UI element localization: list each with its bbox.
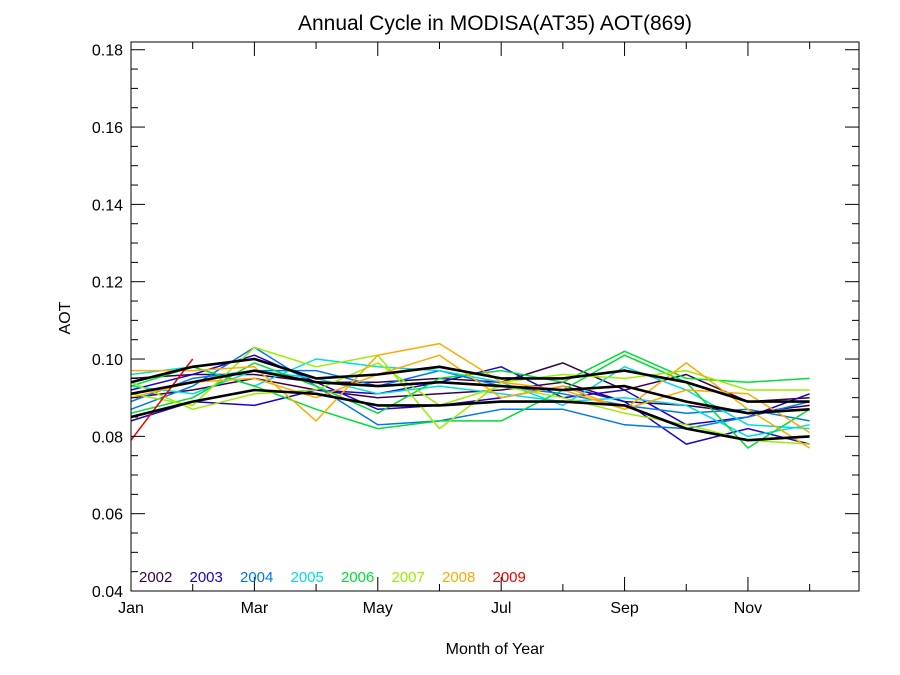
series-line-2003-3 <box>130 354 810 445</box>
legend: 2002 2003 2004 2005 2006 2007 2008 2009 <box>139 569 526 586</box>
series-line-2006-9 <box>130 350 810 414</box>
legend-entry-2002: 2002 <box>139 569 172 586</box>
chart-title: Annual Cycle in MODISA(AT35) AOT(869) <box>298 12 692 35</box>
series-line-2002-1 <box>130 377 810 414</box>
legend-entry-2007: 2007 <box>392 569 425 586</box>
y-tick-label: 0.16 <box>92 120 123 137</box>
legend-entry-2005: 2005 <box>291 569 324 586</box>
plot-frame <box>130 41 860 592</box>
series-line-2009-14 <box>130 358 194 441</box>
x-axis-label: Month of Year <box>446 641 545 658</box>
x-tick-label-jan: Jan <box>118 600 144 617</box>
legend-entry-2004: 2004 <box>240 569 273 586</box>
x-tick-label-jul: Jul <box>491 600 511 617</box>
series-line-2005-7 <box>130 369 810 438</box>
series-line-black-16 <box>130 369 810 415</box>
x-tick-label-sep: Sep <box>610 600 639 617</box>
series-line-black-17 <box>130 388 810 442</box>
x-tick-label-mar: Mar <box>241 600 269 617</box>
y-tick-label: 0.04 <box>92 584 123 601</box>
series-line-2007-10 <box>130 346 810 430</box>
legend-entry-2006: 2006 <box>341 569 374 586</box>
series-line-2008-13 <box>130 354 810 434</box>
series-line-2006-8 <box>130 354 810 449</box>
y-axis-label: AOT <box>57 301 74 334</box>
series-layer <box>130 342 810 449</box>
y-tick-label: 0.14 <box>92 197 123 214</box>
y-tick-label: 0.18 <box>92 43 123 60</box>
y-tick-label: 0.08 <box>92 429 123 446</box>
x-tick-label-nov: Nov <box>734 600 762 617</box>
series-line-black-15 <box>130 357 810 403</box>
legend-entry-2009: 2009 <box>493 569 526 586</box>
x-tick-label-may: May <box>363 600 393 617</box>
y-tick-label: 0.10 <box>92 352 123 369</box>
y-tick-label: 0.06 <box>92 507 123 524</box>
legend-entry-2003: 2003 <box>190 569 223 586</box>
series-line-2008-12 <box>131 342 810 449</box>
series-line-2007-11 <box>130 362 810 445</box>
y-tick-label: 0.12 <box>92 275 123 292</box>
legend-entry-2008: 2008 <box>442 569 475 586</box>
